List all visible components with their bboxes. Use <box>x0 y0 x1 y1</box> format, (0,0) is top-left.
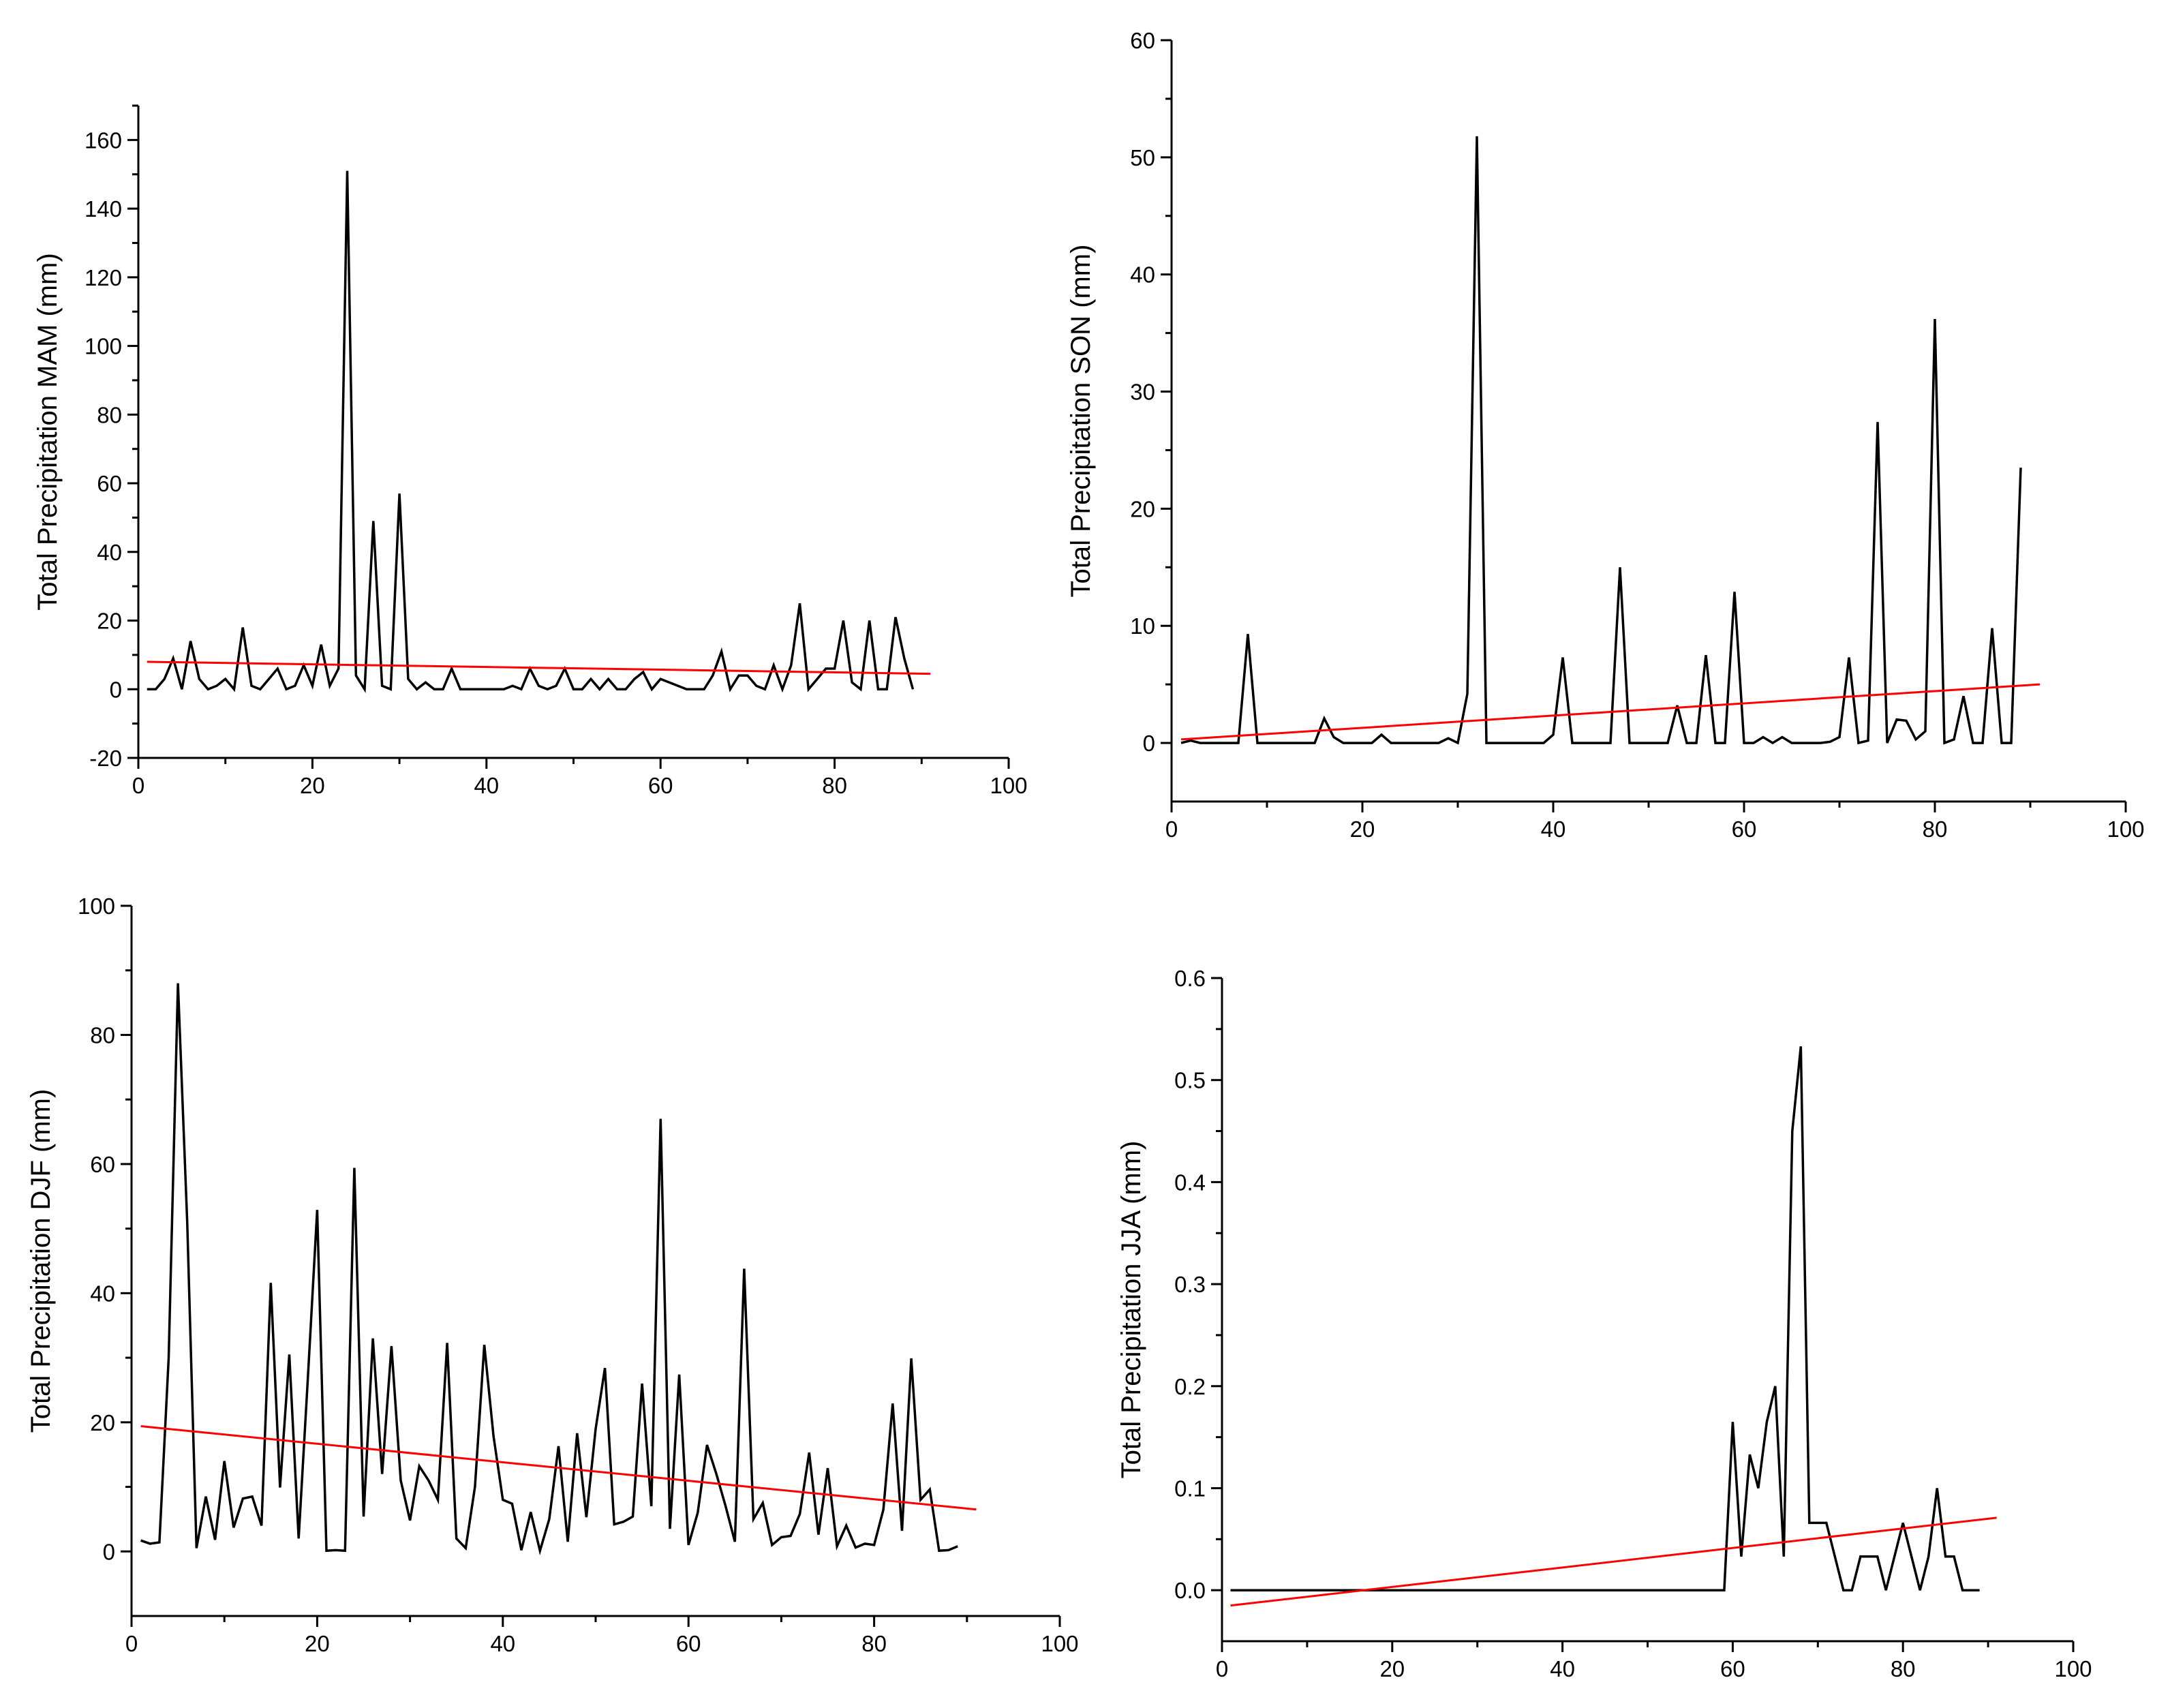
x-tick-label: 80 <box>861 1631 887 1656</box>
y-axis-title: Total Precipitation MAM (mm) <box>33 253 63 611</box>
y-tick-label: 40 <box>90 1281 115 1306</box>
y-tick-label: 120 <box>85 265 122 290</box>
trend-line-djf <box>140 1425 977 1511</box>
y-tick-label: 10 <box>1130 613 1155 639</box>
x-tick-label: 40 <box>490 1631 515 1656</box>
y-tick-label: 50 <box>1130 145 1155 170</box>
x-tick-label: 40 <box>1550 1656 1575 1681</box>
x-tick-label: 60 <box>648 773 673 798</box>
x-tick-label: 60 <box>1732 817 1757 842</box>
y-tick-label: 0 <box>103 1539 115 1564</box>
x-tick-label: 0 <box>1216 1656 1228 1681</box>
y-tick-label: 60 <box>90 1152 115 1177</box>
y-tick-label: 160 <box>85 127 122 153</box>
y-axis-title: Total Precipitation JJA (mm) <box>1116 1141 1146 1479</box>
x-tick-label: 40 <box>1541 817 1566 842</box>
x-tick-label: 20 <box>305 1631 330 1656</box>
x-tick-label: 100 <box>1041 1631 1078 1656</box>
y-tick-label: 0.4 <box>1174 1170 1206 1195</box>
y-tick-label: 40 <box>97 540 122 565</box>
y-tick-label: 60 <box>97 471 122 496</box>
x-tick-label: 20 <box>1379 1656 1405 1681</box>
y-tick-label: -20 <box>89 746 122 771</box>
y-tick-label: 100 <box>78 894 115 919</box>
y-tick-label: 0.0 <box>1174 1578 1206 1603</box>
x-tick-label: 80 <box>1891 1656 1916 1681</box>
y-tick-label: 40 <box>1130 262 1155 288</box>
x-tick-label: 0 <box>1165 817 1178 842</box>
x-tick-label: 60 <box>1720 1656 1745 1681</box>
y-axis-title: Total Precipitation SON (mm) <box>1066 245 1096 598</box>
y-tick-label: 20 <box>1130 496 1155 521</box>
series-line-jja <box>1230 1046 1980 1591</box>
x-tick-label: 0 <box>132 773 144 798</box>
chart-panel-mam: 0 20 40 60 80 100 -20 0 20 40 60 80 100 120 140 160 Tota… <box>33 104 1028 798</box>
y-tick-label: 140 <box>85 196 122 222</box>
y-tick-label: 80 <box>97 402 122 427</box>
y-tick-label: 60 <box>1130 28 1155 53</box>
chart-panel-jja: 0 20 40 60 80 100 0.0 0.1 0.2 0.3 0.4 0.5 0.6 Total P… <box>1116 966 2092 1681</box>
x-tick-label: 0 <box>125 1631 138 1656</box>
x-tick-label: 60 <box>676 1631 701 1656</box>
x-tick-label: 100 <box>990 773 1027 798</box>
x-tick-label: 40 <box>474 773 499 798</box>
y-tick-label: 0.5 <box>1174 1068 1206 1093</box>
series-line-son <box>1180 136 2022 745</box>
y-tick-label: 0.2 <box>1174 1374 1206 1399</box>
x-tick-label: 80 <box>822 773 847 798</box>
trend-line-son <box>1180 683 2041 741</box>
y-tick-label: 20 <box>97 609 122 634</box>
y-tick-label: 0.3 <box>1174 1272 1206 1297</box>
x-tick-label: 100 <box>2107 817 2144 842</box>
y-tick-label: 80 <box>90 1022 115 1048</box>
x-tick-label: 20 <box>300 773 325 798</box>
y-tick-label: 20 <box>90 1410 115 1435</box>
x-tick-label: 20 <box>1350 817 1375 842</box>
x-tick-label: 80 <box>1923 817 1948 842</box>
trend-line-mam <box>147 660 931 675</box>
y-tick-label: 30 <box>1130 380 1155 405</box>
series-line-djf <box>140 983 958 1556</box>
y-axis-title: Total Precipitation DJF (mm) <box>26 1089 56 1433</box>
chart-panel-son: 0 20 40 60 80 100 0 10 20 30 40 50 60 Total Precipita… <box>1066 28 2145 842</box>
y-tick-label: 0.6 <box>1174 966 1206 991</box>
y-tick-label: 0.1 <box>1174 1476 1206 1501</box>
chart-panel-djf: 0 20 40 60 80 100 0 20 40 60 80 100 Total Precipitat… <box>26 894 1079 1656</box>
x-tick-label: 100 <box>2054 1656 2092 1681</box>
y-tick-label: 0 <box>110 677 122 702</box>
y-tick-label: 0 <box>1143 731 1155 756</box>
y-tick-label: 100 <box>85 334 122 359</box>
trend-line-jja <box>1230 1516 1997 1607</box>
